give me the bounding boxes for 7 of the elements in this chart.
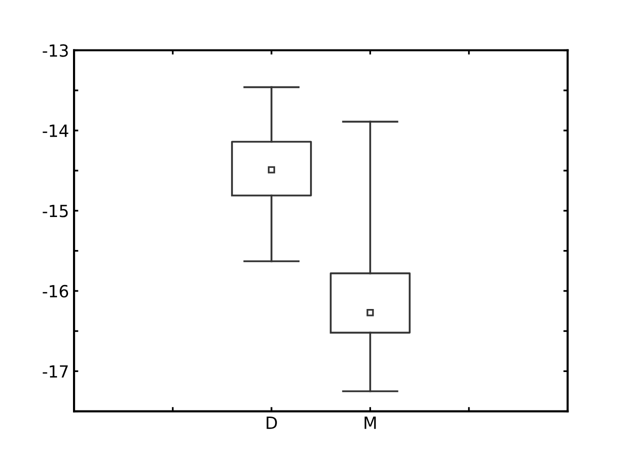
y-tick-label: -17 — [42, 365, 68, 378]
y-tick-label: -14 — [42, 124, 68, 137]
x-tick-label: D — [266, 416, 277, 429]
x-tick-label: M — [364, 416, 376, 429]
y-tick-label: -13 — [42, 44, 68, 57]
y-tick-label: -15 — [42, 204, 68, 218]
y-tick-label: -16 — [42, 284, 68, 298]
